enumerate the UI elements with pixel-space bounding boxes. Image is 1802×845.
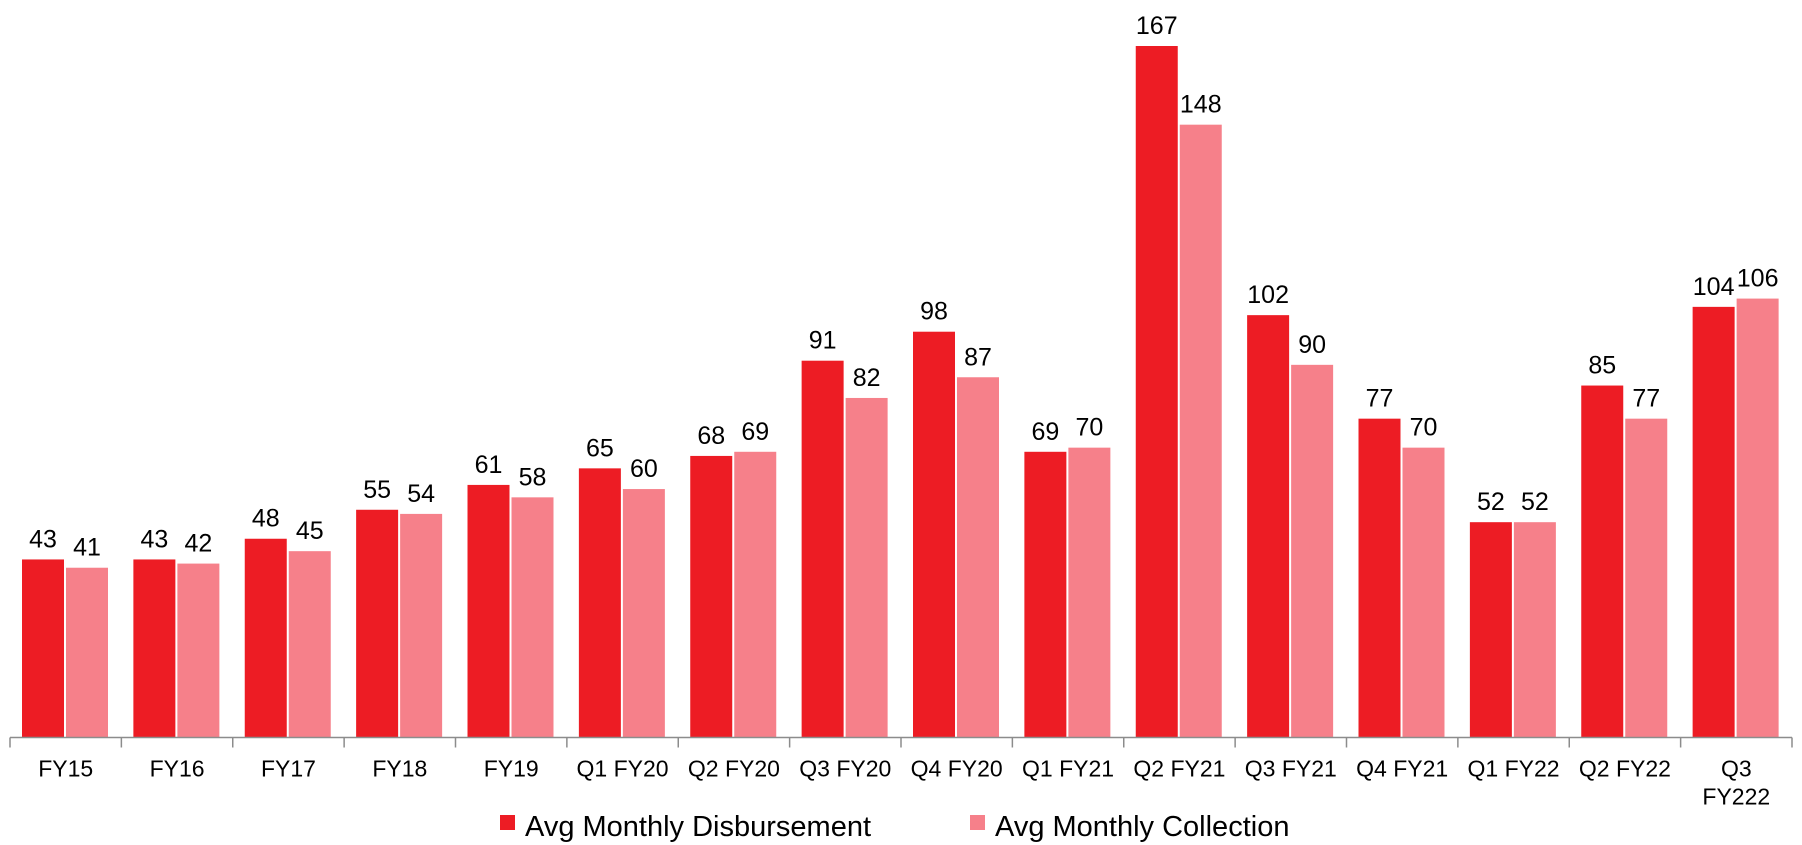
x-tick-label-9: Q1 FY21 (1022, 756, 1114, 782)
value-label-disbursement-12: 77 (1366, 385, 1394, 413)
value-label-disbursement-0: 43 (29, 525, 57, 553)
legend-swatch-collection (970, 815, 985, 830)
value-label-disbursement-8: 98 (920, 298, 948, 326)
bar-disbursement-0 (22, 559, 64, 738)
bar-disbursement-8 (913, 331, 955, 738)
value-label-collection-9: 70 (1075, 414, 1103, 442)
bar-disbursement-2 (244, 538, 287, 738)
bar-collection-2 (288, 551, 331, 738)
x-tick-label-8: Q4 FY20 (911, 756, 1003, 782)
bar-collection-11 (1291, 364, 1334, 738)
bar-collection-3 (400, 513, 443, 738)
value-label-disbursement-4: 61 (475, 451, 503, 479)
bar-disbursement-5 (578, 468, 621, 738)
bar-disbursement-3 (356, 509, 399, 738)
value-label-collection-0: 41 (73, 534, 101, 562)
value-label-collection-4: 58 (519, 463, 547, 491)
bar-collection-9 (1068, 447, 1111, 738)
value-label-disbursement-10: 167 (1136, 12, 1178, 40)
value-label-disbursement-11: 102 (1247, 281, 1289, 309)
legend-label-collection: Avg Monthly Collection (995, 811, 1289, 843)
x-tick-label-15: Q3 FY222 (1702, 756, 1770, 810)
value-label-disbursement-15: 104 (1693, 273, 1735, 301)
value-label-collection-5: 60 (630, 455, 658, 483)
x-tick-label-13: Q1 FY22 (1468, 756, 1560, 782)
value-label-collection-1: 42 (184, 530, 212, 558)
x-tick-labels-group: FY15 FY16 FY17 FY18 FY19 Q1 FY20 Q2 FY20 Q3 FY2… (38, 756, 1770, 810)
value-label-disbursement-9: 69 (1031, 418, 1059, 446)
value-label-collection-6: 69 (741, 418, 769, 446)
bar-collection-15 (1736, 298, 1779, 738)
x-tick-label-2: FY17 (261, 756, 316, 782)
bars-group (22, 46, 1779, 738)
value-label-collection-3: 54 (407, 480, 435, 508)
bar-collection-7 (845, 397, 888, 738)
value-label-collection-12: 70 (1410, 414, 1438, 442)
x-tick-label-12: Q4 FY21 (1356, 756, 1448, 782)
bar-disbursement-9 (1024, 451, 1067, 738)
x-tick-label-6: Q2 FY20 (688, 756, 780, 782)
value-label-disbursement-6: 68 (697, 422, 725, 450)
x-tick-label-3: FY18 (372, 756, 427, 782)
bar-collection-10 (1179, 124, 1222, 738)
bar-collection-6 (734, 451, 777, 738)
value-label-collection-15: 106 (1737, 265, 1779, 293)
legend-label-disbursement: Avg Monthly Disbursement (525, 811, 871, 843)
value-label-disbursement-7: 91 (809, 327, 837, 355)
bar-collection-0 (66, 567, 108, 738)
value-labels-group: 43 41 43 42 48 45 55 54 61 58 65 60 68 69 91 82 98 87 69 70… (29, 12, 1778, 562)
x-tick-label-0: FY15 (38, 756, 93, 782)
bar-collection-8 (957, 377, 999, 738)
bar-disbursement-7 (801, 360, 844, 738)
x-tick-label-4: FY19 (484, 756, 539, 782)
bar-disbursement-15 (1692, 306, 1735, 738)
value-label-collection-7: 82 (853, 364, 881, 392)
x-tick-label-11: Q3 FY21 (1245, 756, 1337, 782)
legend: Avg Monthly Disbursement Avg Monthly Coll… (500, 811, 1289, 843)
bar-collection-13 (1513, 522, 1556, 738)
bar-disbursement-4 (467, 484, 510, 738)
bar-collection-1 (177, 563, 220, 738)
x-tick-label-7: Q3 FY20 (799, 756, 891, 782)
value-label-collection-2: 45 (296, 517, 324, 545)
value-label-disbursement-14: 85 (1588, 352, 1616, 380)
value-label-collection-8: 87 (964, 343, 992, 371)
x-tick-label-1: FY16 (150, 756, 205, 782)
x-tick-label-5: Q1 FY20 (577, 756, 669, 782)
x-tick-label-10: Q2 FY21 (1133, 756, 1225, 782)
x-ticks-group (9, 737, 1793, 748)
bar-disbursement-11 (1247, 315, 1290, 738)
bar-disbursement-10 (1135, 46, 1178, 738)
value-label-collection-11: 90 (1298, 331, 1326, 359)
bar-collection-5 (622, 489, 665, 738)
bar-collection-12 (1402, 447, 1445, 738)
value-label-collection-10: 148 (1180, 91, 1222, 119)
value-label-disbursement-5: 65 (586, 434, 614, 462)
value-label-disbursement-1: 43 (140, 525, 168, 553)
bar-collection-14 (1625, 418, 1668, 738)
x-tick-label-14: Q2 FY22 (1579, 756, 1671, 782)
bar-collection-4 (511, 497, 554, 738)
value-label-collection-13: 52 (1521, 488, 1549, 516)
bar-disbursement-14 (1581, 385, 1624, 738)
value-label-disbursement-13: 52 (1477, 488, 1505, 516)
bar-disbursement-1 (133, 559, 176, 738)
bar-disbursement-13 (1469, 522, 1512, 738)
bar-disbursement-6 (690, 455, 733, 738)
value-label-collection-14: 77 (1632, 385, 1660, 413)
value-label-disbursement-3: 55 (363, 476, 391, 504)
value-label-disbursement-2: 48 (252, 505, 280, 533)
bar-disbursement-12 (1358, 418, 1401, 738)
legend-swatch-disbursement (500, 815, 515, 830)
